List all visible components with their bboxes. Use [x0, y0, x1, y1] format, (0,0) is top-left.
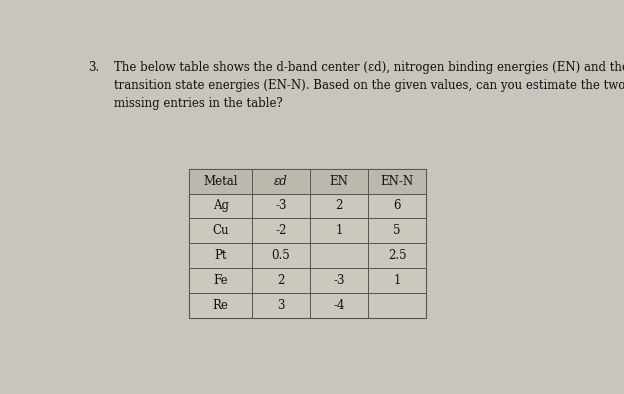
Text: 1: 1 [336, 224, 343, 237]
Text: Re: Re [213, 299, 228, 312]
Text: Cu: Cu [212, 224, 229, 237]
Text: -3: -3 [275, 199, 287, 212]
Text: transition state energies (EN-N). Based on the given values, can you estimate th: transition state energies (EN-N). Based … [114, 79, 624, 92]
Bar [189, 169, 426, 193]
Text: The below table shows the d-band center (εd), nitrogen binding energies (EN) and: The below table shows the d-band center … [114, 61, 624, 74]
Text: missing entries in the table?: missing entries in the table? [114, 97, 283, 110]
Text: 2: 2 [336, 199, 343, 212]
Text: 2.5: 2.5 [388, 249, 406, 262]
Bar [189, 169, 426, 318]
Text: 5: 5 [393, 224, 401, 237]
Text: Fe: Fe [213, 274, 228, 287]
Text: Pt: Pt [215, 249, 227, 262]
Text: 3: 3 [277, 299, 285, 312]
Text: Ag: Ag [213, 199, 228, 212]
Text: EN-N: EN-N [381, 175, 414, 188]
Text: 3.: 3. [87, 61, 99, 74]
Text: 6: 6 [393, 199, 401, 212]
Text: 1: 1 [394, 274, 401, 287]
Text: Metal: Metal [203, 175, 238, 188]
Text: -2: -2 [275, 224, 287, 237]
Text: 0.5: 0.5 [271, 249, 291, 262]
Text: -3: -3 [333, 274, 345, 287]
Text: εd: εd [274, 175, 288, 188]
Text: -4: -4 [333, 299, 345, 312]
Text: EN: EN [329, 175, 349, 188]
Text: 2: 2 [278, 274, 285, 287]
